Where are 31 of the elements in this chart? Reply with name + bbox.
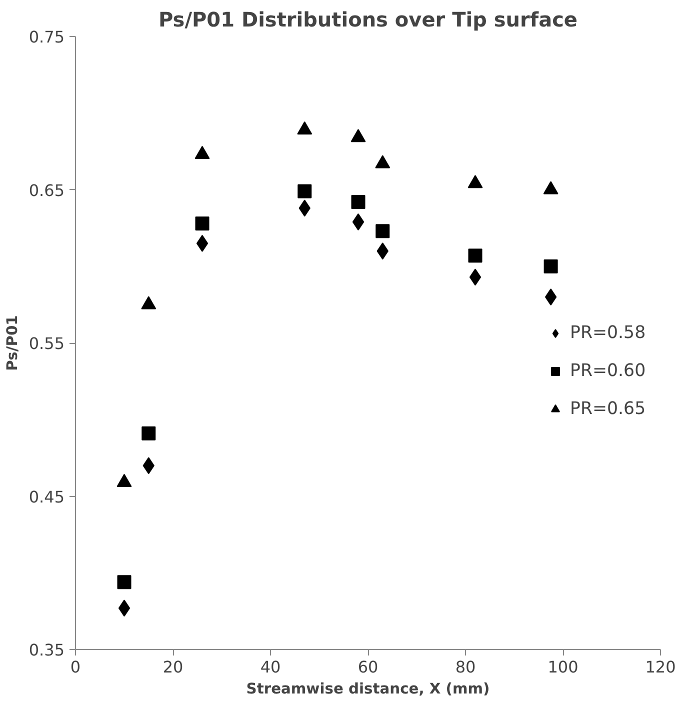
x-tick-label: 20 — [162, 658, 184, 676]
y-tick-label: 0.35 — [28, 640, 64, 660]
x-tick-label: 60 — [358, 658, 378, 676]
x-tick-label: 100 — [548, 658, 578, 676]
point — [118, 600, 130, 617]
point — [352, 213, 364, 230]
x-tick-label: 80 — [455, 658, 476, 676]
x-tick-label: 120 — [645, 658, 676, 676]
x-tick-label: 40 — [260, 658, 281, 676]
y-tick-label: 0.45 — [28, 487, 64, 506]
y-tick-label: 0.75 — [28, 28, 64, 46]
y-tick-label: 0.65 — [28, 180, 64, 200]
point — [376, 224, 390, 238]
legend-label: PR=0.60 — [570, 361, 646, 381]
y-axis-title: Ps/P01 — [4, 315, 21, 371]
y-tick-label: 0.55 — [28, 334, 64, 353]
point — [351, 195, 366, 210]
point — [142, 426, 156, 440]
point — [298, 184, 312, 198]
point — [196, 234, 208, 252]
point — [468, 248, 482, 263]
legend-label: PR=0.65 — [570, 399, 646, 419]
point — [544, 259, 558, 274]
point — [544, 288, 557, 306]
point — [195, 216, 210, 230]
point — [469, 268, 482, 286]
x-tick-label: 0 — [70, 658, 81, 676]
point — [117, 575, 132, 590]
x-axis-title: Streamwise distance, X (mm) — [246, 680, 490, 698]
legend-label: PR=0.58 — [570, 323, 646, 343]
chart-title: Ps/P01 Distributions over Tip surface — [158, 8, 578, 32]
